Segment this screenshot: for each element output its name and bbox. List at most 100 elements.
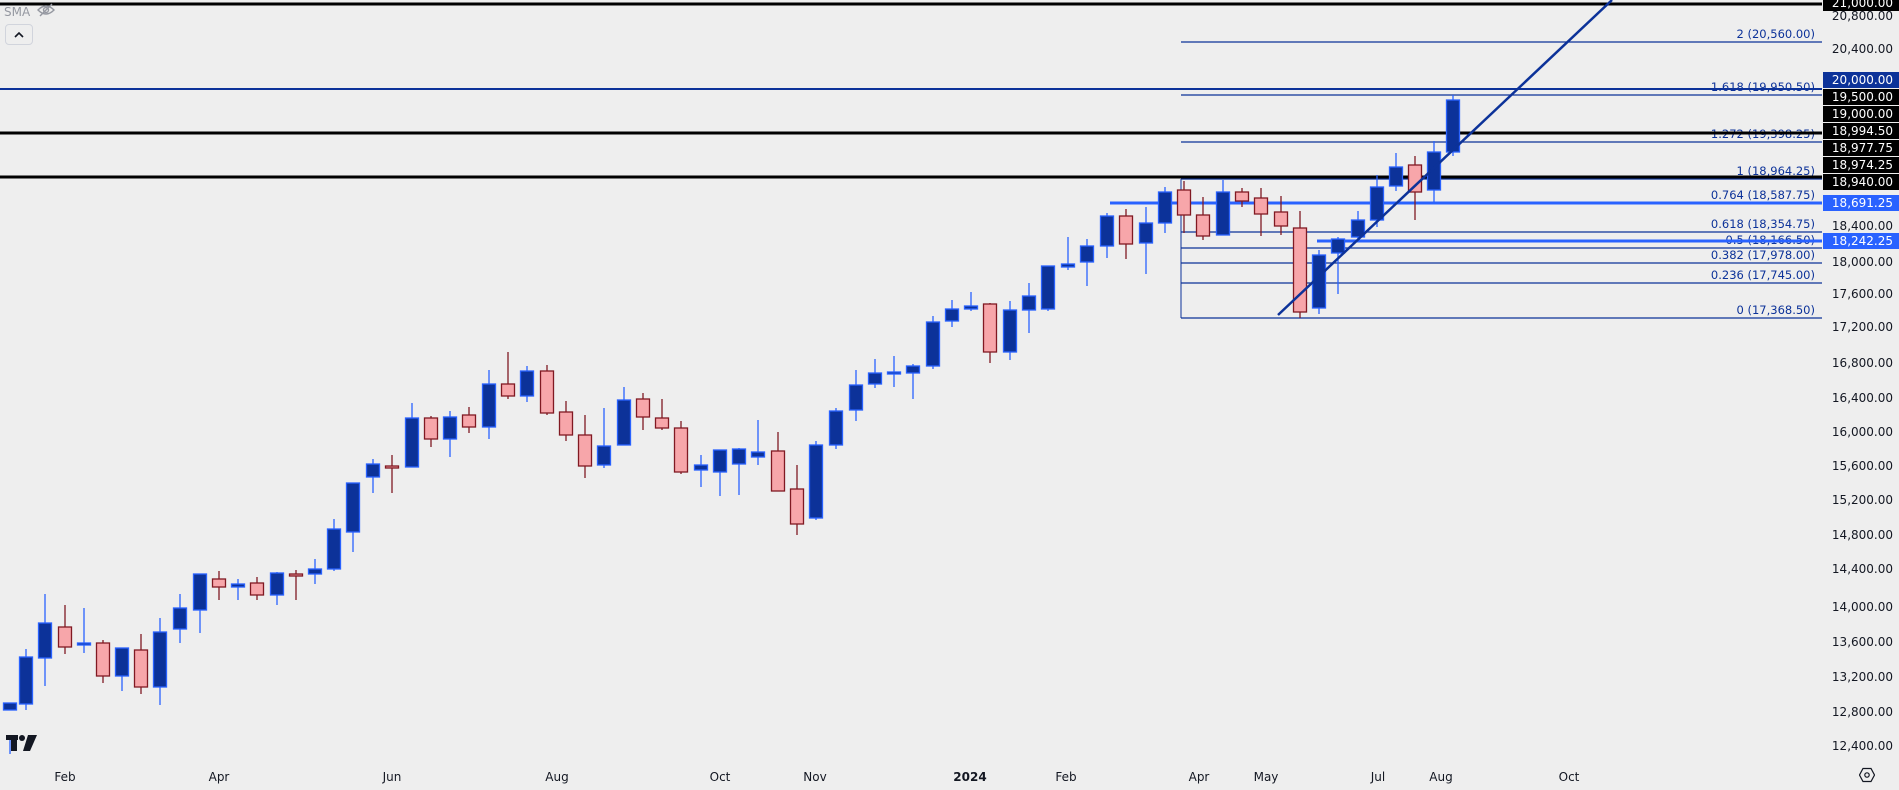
bear-candle <box>384 455 400 493</box>
bull-candle <box>269 572 285 605</box>
trendline[interactable] <box>1277 0 1613 316</box>
price-axis[interactable]: 20,800.00 20,400.00 18,400.00 18,000.00 17,6… <box>1823 0 1899 753</box>
indicator-legend[interactable]: SMA <box>4 2 56 21</box>
bull-candle <box>1002 301 1018 360</box>
bull-candle <box>404 403 420 468</box>
price-tick-label: 17,200.00 <box>1832 320 1893 334</box>
bull-candle <box>616 387 632 446</box>
price-tick-label: 14,400.00 <box>1832 562 1893 576</box>
eye-off-icon[interactable] <box>36 2 56 21</box>
bull-candle <box>519 366 535 402</box>
price-tick-label: 20,400.00 <box>1832 42 1893 56</box>
time-tick-label: Jun <box>382 770 402 784</box>
price-tick-label: 14,000.00 <box>1832 600 1893 614</box>
bear-candle <box>539 365 555 415</box>
price-tick-label: 12,800.00 <box>1832 705 1893 719</box>
price-tag-label: 19,500.00 <box>1832 90 1893 104</box>
bull-candle <box>925 316 941 369</box>
tradingview-logo-icon[interactable] <box>6 733 38 757</box>
time-tick-label: Jul <box>1370 770 1385 784</box>
price-tag <box>1823 195 1899 211</box>
bull-candle <box>1311 250 1327 314</box>
bull-candle <box>1040 265 1056 311</box>
bull-candle <box>1138 207 1154 274</box>
chart-settings-button[interactable] <box>1858 767 1876 787</box>
price-tag <box>1823 72 1899 88</box>
bull-candle <box>1021 283 1037 333</box>
bear-candle <box>770 432 786 492</box>
chevron-up-icon <box>14 31 24 38</box>
candlestick-series <box>2 95 1461 754</box>
bear-candle <box>211 571 227 600</box>
price-tag-label: 18,974.25 <box>1832 158 1893 172</box>
fib-level-label: 1 (18,964.25) <box>1737 164 1815 178</box>
time-tick-label: Aug <box>545 770 568 784</box>
time-tick-label: Aug <box>1429 770 1452 784</box>
bear-candle <box>500 352 516 399</box>
time-tick-label: Feb <box>1055 770 1076 784</box>
bull-candle <box>750 420 766 465</box>
bull-candle <box>1445 95 1461 156</box>
bull-candle <box>693 455 709 487</box>
price-tag <box>1823 233 1899 249</box>
bull-candle <box>1079 239 1095 286</box>
bull-candle <box>944 300 960 327</box>
time-axis[interactable]: Feb Apr Jun Aug Oct Nov 2024 Feb Apr May Jul Aug Oct <box>54 770 1579 784</box>
price-tag <box>1823 89 1899 105</box>
bear-candle <box>1176 181 1192 233</box>
price-tick-label: 18,000.00 <box>1832 255 1893 269</box>
bear-candle <box>423 416 439 447</box>
bear-candle <box>57 605 73 654</box>
bull-candle <box>1350 211 1366 240</box>
bear-candle <box>577 415 593 478</box>
price-tag-label: 18,940.00 <box>1832 175 1893 189</box>
time-tick-label: Apr <box>1189 770 1210 784</box>
bull-candle <box>808 441 824 520</box>
bull-candle <box>365 459 381 493</box>
price-tag <box>1823 140 1899 156</box>
bull-candle <box>152 618 168 705</box>
bull-candle <box>230 579 246 600</box>
bull-candle <box>1099 213 1115 258</box>
uptrend-line[interactable] <box>1277 0 1613 316</box>
bull-candle <box>963 292 979 311</box>
price-tag-label: 18,242.25 <box>1832 234 1893 248</box>
bear-candle <box>654 399 670 430</box>
price-tag-label: 18,691.25 <box>1832 196 1893 210</box>
bull-candle <box>345 482 361 552</box>
bull-candle <box>886 356 902 387</box>
bull-candle <box>192 573 208 633</box>
bull-candle <box>712 449 728 496</box>
time-tick-label: Apr <box>209 770 230 784</box>
bull-candle <box>18 649 34 710</box>
price-tick-label: 12,400.00 <box>1832 739 1893 753</box>
price-tick-label: 14,800.00 <box>1832 528 1893 542</box>
price-tag <box>1823 123 1899 139</box>
bull-candle <box>1215 180 1231 236</box>
price-tick-label: 16,000.00 <box>1832 425 1893 439</box>
bear-candle <box>133 634 149 694</box>
bull-candle <box>481 370 497 439</box>
price-tag-label: 18,977.75 <box>1832 141 1893 155</box>
price-tick-label: 13,200.00 <box>1832 670 1893 684</box>
price-tag <box>1823 174 1899 190</box>
bear-candle <box>1234 188 1250 207</box>
bull-candle <box>848 370 864 421</box>
bull-candle <box>1157 187 1173 233</box>
time-tick-label: Oct <box>1559 770 1580 784</box>
price-tag-label: 20,000.00 <box>1832 73 1893 87</box>
collapse-legend-button[interactable] <box>5 24 33 45</box>
price-tick-label: 20,800.00 <box>1832 9 1893 23</box>
price-tag-label: 18,994.50 <box>1832 124 1893 138</box>
price-tag <box>1823 0 1899 11</box>
bear-candle <box>249 577 265 600</box>
bull-candle <box>37 594 53 686</box>
bull-candle <box>326 519 342 571</box>
bull-candle <box>1060 237 1076 270</box>
price-tick-label: 15,600.00 <box>1832 459 1893 473</box>
bear-candle <box>461 407 477 433</box>
bull-candle <box>307 559 323 584</box>
bull-candle <box>1369 175 1385 227</box>
bear-candle <box>635 393 651 430</box>
